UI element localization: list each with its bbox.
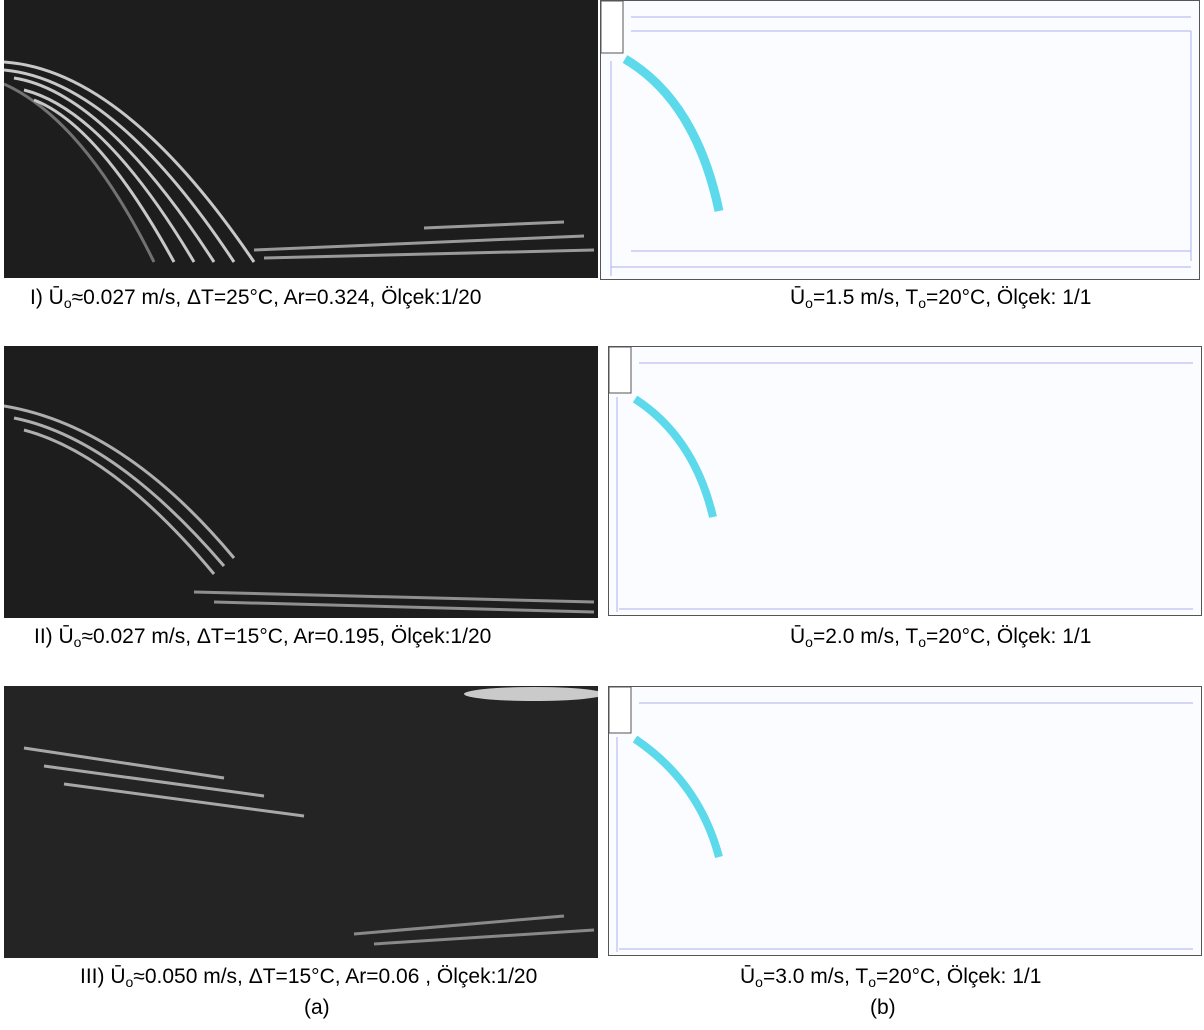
simulation-vector-plot-row2 bbox=[608, 346, 1202, 616]
jet-streaks-svg bbox=[4, 60, 595, 263]
jet-streak bbox=[4, 68, 236, 263]
simulation-vector-plot-row1 bbox=[600, 0, 1200, 280]
experiment-photo-row3 bbox=[4, 686, 598, 958]
caption-row3-right: Ūo=3.0 m/s, To=20°C, Ölçek: 1/1 bbox=[740, 965, 1042, 990]
experiment-photo-row1 bbox=[4, 0, 598, 278]
simulation-vector-plot-row3 bbox=[608, 686, 1202, 956]
caption-row1-right: Ūo=1.5 m/s, To=20°C, Ölçek: 1/1 bbox=[790, 286, 1092, 311]
caption-row1-left: I) Ūo≈0.027 m/s, ΔT=25°C, Ar=0.324, Ölçe… bbox=[30, 286, 482, 311]
caption-row3-left: III) Ūo≈0.050 m/s, ΔT=15°C, Ar=0.06 , Öl… bbox=[80, 965, 538, 990]
vector-field-svg bbox=[609, 347, 1193, 612]
jet-core bbox=[632, 735, 723, 859]
jet-streak bbox=[23, 746, 225, 780]
caption-row2-right: Ūo=2.0 m/s, To=20°C, Ölçek: 1/1 bbox=[790, 625, 1092, 650]
jet-streak bbox=[23, 88, 196, 263]
vector-field-svg bbox=[609, 687, 1193, 952]
floor-streak bbox=[253, 234, 585, 252]
floor-streak bbox=[423, 220, 565, 230]
column-label-a: (a) bbox=[304, 996, 330, 1019]
floor-streak bbox=[353, 914, 565, 936]
jet-streak bbox=[43, 764, 265, 798]
experiment-photo-row2 bbox=[4, 346, 598, 618]
jet-streaks-svg bbox=[4, 404, 595, 614]
jet-streak bbox=[33, 98, 176, 263]
top-streak bbox=[464, 687, 598, 701]
column-label-b: (b) bbox=[870, 996, 896, 1019]
jet-streak bbox=[4, 82, 156, 263]
jet-streak bbox=[23, 428, 216, 575]
floor-streak bbox=[193, 590, 595, 604]
jet-streak bbox=[4, 404, 236, 559]
inlet-wall bbox=[609, 347, 632, 394]
inlet-wall bbox=[601, 1, 624, 54]
caption-row2-left: II) Ūo≈0.027 m/s, ΔT=15°C, Ar=0.195, Ölç… bbox=[34, 625, 492, 650]
floor-streak bbox=[263, 248, 595, 260]
floor-streak bbox=[213, 600, 595, 614]
vector-field-svg bbox=[601, 1, 1192, 276]
floor-streak bbox=[373, 928, 595, 946]
jet-core bbox=[622, 55, 724, 212]
jet-streak bbox=[13, 416, 226, 567]
jet-streak bbox=[4, 60, 256, 263]
jet-core bbox=[632, 395, 717, 518]
jet-streak bbox=[13, 76, 216, 263]
jet-streaks-svg bbox=[23, 687, 598, 946]
jet-streak bbox=[63, 782, 305, 818]
inlet-wall bbox=[609, 687, 632, 734]
